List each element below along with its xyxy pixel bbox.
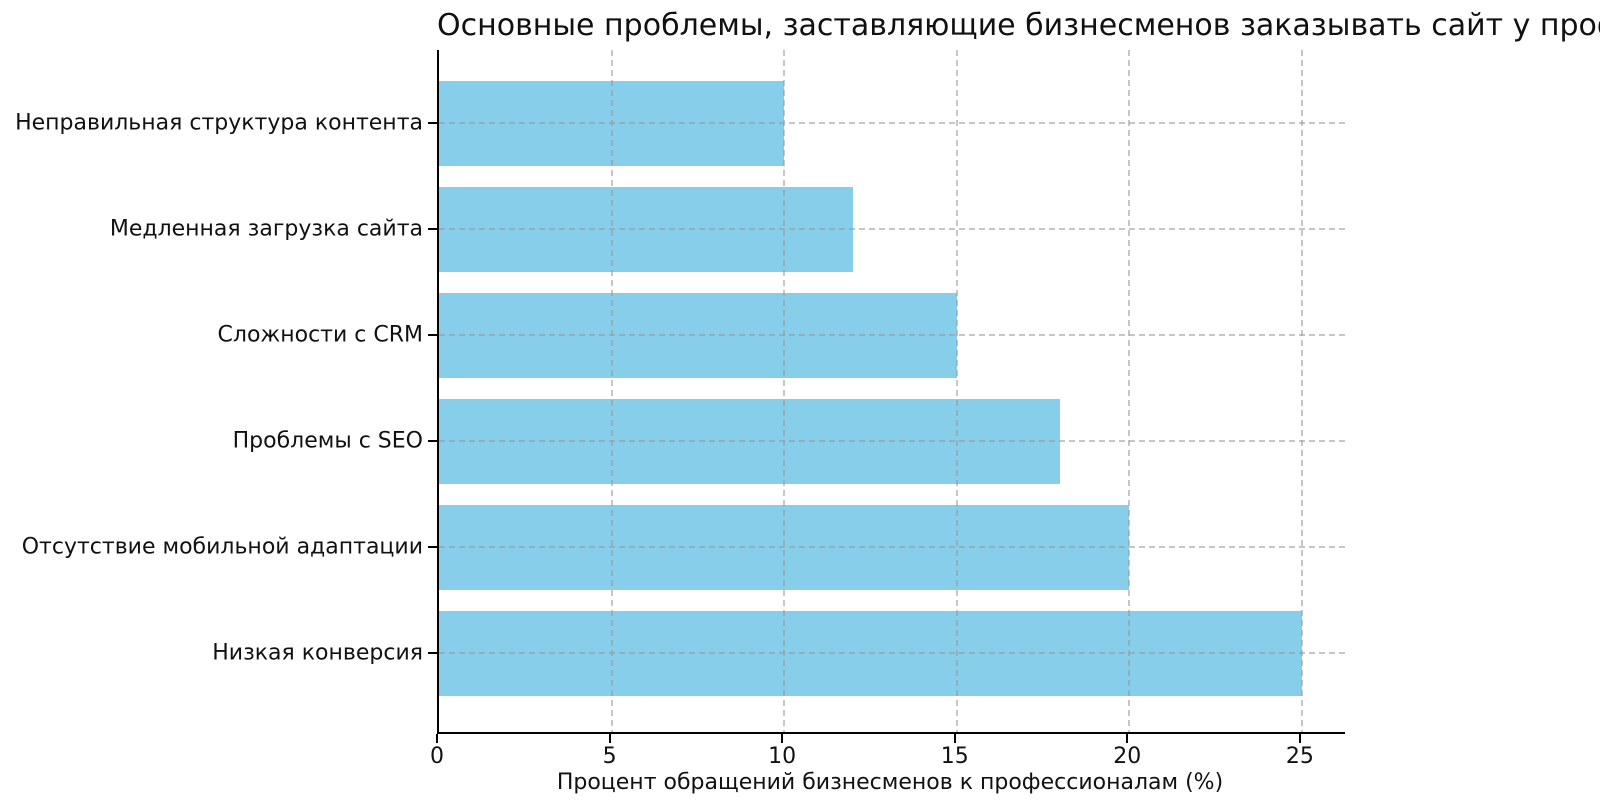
x-tick-mark-15 bbox=[953, 734, 956, 743]
y-tick-label-5: Низкая конверсия bbox=[212, 640, 423, 666]
h-gridline-3 bbox=[439, 440, 1345, 442]
h-gridline-2 bbox=[439, 334, 1345, 336]
y-tick-label-0: Неправильная структура контента bbox=[15, 110, 423, 136]
v-gridline-20 bbox=[1128, 50, 1131, 732]
x-tick-label-15: 15 bbox=[940, 744, 969, 769]
x-tick-label-20: 20 bbox=[1113, 744, 1142, 769]
v-gridline-15 bbox=[955, 50, 958, 732]
y-tick-label-3: Проблемы с SEO bbox=[232, 428, 423, 454]
y-tick-label-1: Медленная загрузка сайта bbox=[109, 216, 423, 242]
x-tick-mark-0 bbox=[436, 734, 438, 743]
y-tick-mark-5 bbox=[428, 652, 437, 654]
v-gridline-5 bbox=[610, 50, 613, 732]
x-tick-label-25: 25 bbox=[1285, 744, 1314, 769]
x-tick-label-0: 0 bbox=[430, 744, 444, 769]
chart-title: Основные проблемы, заставляющие бизнесме… bbox=[437, 8, 1600, 43]
x-tick-mark-5 bbox=[608, 734, 611, 743]
y-tick-label-2: Сложности с CRM bbox=[217, 322, 423, 348]
x-tick-label-5: 5 bbox=[602, 744, 617, 769]
y-tick-mark-3 bbox=[428, 440, 437, 442]
y-tick-mark-2 bbox=[428, 334, 437, 336]
h-gridline-5 bbox=[439, 652, 1345, 654]
h-gridline-1 bbox=[439, 228, 1345, 230]
x-axis-label: Процент обращений бизнесменов к професси… bbox=[556, 770, 1224, 795]
y-tick-mark-0 bbox=[428, 122, 437, 124]
x-tick-label-10: 10 bbox=[768, 744, 797, 769]
y-tick-mark-1 bbox=[428, 228, 437, 230]
h-gridline-0 bbox=[439, 122, 1345, 124]
h-gridline-4 bbox=[439, 546, 1345, 548]
x-tick-mark-25 bbox=[1298, 734, 1301, 743]
v-gridline-10 bbox=[783, 50, 786, 732]
y-tick-mark-4 bbox=[428, 546, 437, 548]
v-gridline-25 bbox=[1300, 50, 1303, 732]
x-tick-mark-10 bbox=[781, 734, 784, 743]
x-tick-mark-20 bbox=[1126, 734, 1129, 743]
y-tick-label-4: Отсутствие мобильной адаптации bbox=[21, 534, 423, 560]
plot-area bbox=[437, 50, 1345, 734]
